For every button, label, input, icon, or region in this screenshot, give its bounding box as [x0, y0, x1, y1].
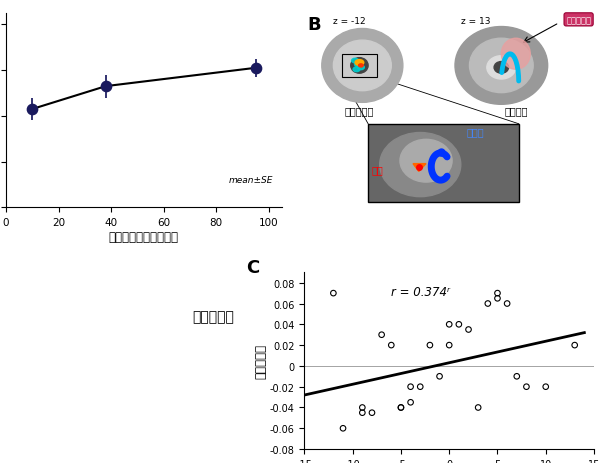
Point: [415, 383, 425, 391]
FancyBboxPatch shape: [368, 125, 519, 202]
Point: [493, 290, 502, 297]
Text: B: B: [307, 16, 321, 34]
Point: [406, 399, 415, 406]
Text: 病変同側: 病変同側: [504, 106, 527, 116]
Point: [521, 383, 531, 391]
Ellipse shape: [351, 58, 368, 74]
Ellipse shape: [380, 133, 461, 197]
Circle shape: [355, 61, 364, 66]
Point: [396, 404, 406, 411]
Point: [377, 332, 386, 339]
Point: [101, 83, 110, 91]
Point: [358, 409, 367, 417]
Ellipse shape: [469, 39, 533, 94]
Text: r = 0.374ʳ: r = 0.374ʳ: [391, 285, 450, 298]
X-axis label: 発症後経過時間（日）: 発症後経過時間（日）: [109, 231, 179, 244]
Text: mean±SE: mean±SE: [229, 175, 274, 185]
Ellipse shape: [334, 41, 391, 92]
Ellipse shape: [455, 27, 548, 105]
Ellipse shape: [502, 39, 530, 70]
Text: z = -12: z = -12: [334, 17, 366, 26]
Point: [493, 295, 502, 302]
Point: [541, 383, 551, 391]
Point: [464, 326, 473, 333]
Point: [386, 342, 396, 349]
Point: [445, 321, 454, 328]
Point: [358, 404, 367, 411]
Point: [396, 404, 406, 411]
Point: [406, 383, 415, 391]
Text: 錐体路: 錐体路: [467, 126, 484, 137]
Circle shape: [352, 59, 359, 64]
Polygon shape: [413, 164, 426, 172]
Circle shape: [355, 63, 361, 68]
Text: 病変反対側: 病変反対側: [345, 106, 374, 116]
Text: 赤核: 赤核: [371, 165, 383, 175]
Point: [329, 290, 338, 297]
Point: [367, 409, 377, 417]
Point: [445, 342, 454, 349]
Text: C: C: [247, 259, 260, 276]
Point: [483, 300, 493, 307]
Text: 運動機能度: 運動機能度: [192, 310, 234, 324]
Y-axis label: 拡散異方性: 拡散異方性: [254, 344, 267, 378]
Ellipse shape: [322, 30, 403, 103]
Circle shape: [359, 65, 363, 68]
Ellipse shape: [494, 63, 509, 74]
Ellipse shape: [487, 56, 516, 80]
Point: [502, 300, 512, 307]
Circle shape: [358, 66, 364, 70]
Point: [570, 342, 580, 349]
Point: [454, 321, 464, 328]
Point: [473, 404, 483, 411]
Point: [28, 106, 37, 113]
Text: z = 13: z = 13: [461, 17, 490, 26]
Point: [338, 425, 348, 432]
Point: [512, 373, 521, 380]
Text: 脳梗塞部位: 脳梗塞部位: [566, 16, 591, 25]
Point: [435, 373, 445, 380]
Point: [425, 342, 435, 349]
Circle shape: [353, 68, 360, 73]
Ellipse shape: [400, 140, 452, 183]
Point: [251, 65, 260, 72]
